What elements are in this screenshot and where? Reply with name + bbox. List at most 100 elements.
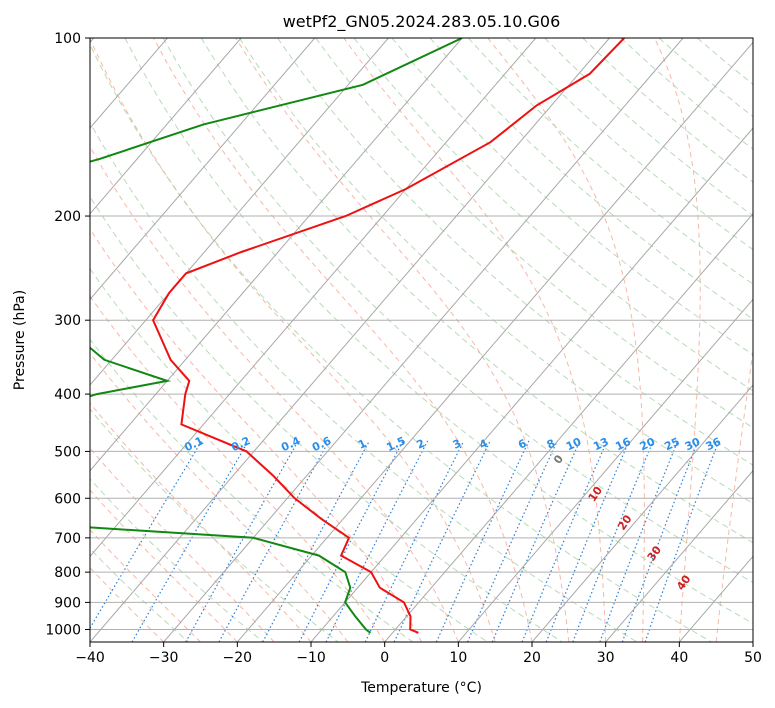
moist-adiabat [90, 402, 312, 642]
dry-adiabat [124, 38, 753, 624]
isotherm-gridline [310, 127, 753, 642]
dry-adiabat [277, 38, 753, 466]
x-tick-label: −20 [223, 650, 253, 666]
y-tick-label: 100 [54, 31, 81, 47]
isotherm-gridline [90, 38, 610, 642]
y-tick-label: 500 [54, 444, 81, 460]
curve-labels: -100-90-80-70-60-50-40-30-20-10010203040… [182, 434, 724, 593]
x-tick-label: 20 [523, 650, 541, 666]
moist-adiabat-label: 10 [586, 484, 606, 504]
mixing-ratio-label: 10 [564, 435, 584, 453]
moist-adiabat [90, 489, 238, 642]
dry-adiabat [391, 38, 753, 356]
x-axis-label: Temperature (°C) [360, 680, 482, 696]
mixing-ratio-line [185, 440, 299, 642]
mixing-ratio-lines [90, 440, 720, 642]
isotherm-gridline [531, 384, 753, 642]
mixing-ratio-line [131, 440, 250, 642]
mixing-ratio-line [364, 440, 465, 642]
mixing-ratio-label: 20 [638, 435, 658, 453]
mixing-ratio-label: 25 [662, 435, 681, 453]
isotherm-gridline [90, 38, 242, 215]
y-tick-label: 900 [54, 595, 81, 611]
mixing-ratio-line [90, 440, 203, 630]
moist-adiabat-label: 40 [674, 572, 694, 592]
x-tick-label: 50 [744, 650, 762, 666]
plot-frame [89, 37, 754, 643]
x-tick-label: 40 [670, 650, 688, 666]
dry-adiabat [658, 38, 753, 118]
dry-adiabat [353, 38, 753, 392]
isotherm-gridline [678, 555, 753, 642]
mixing-ratio-line [491, 440, 581, 642]
dry-adiabat [429, 38, 753, 320]
isotherm-gridline [90, 38, 389, 386]
moist-adiabat [90, 145, 459, 642]
y-tick-label: 300 [54, 313, 81, 329]
isotherm-gridline [384, 212, 753, 642]
dry-adiabat [696, 38, 753, 86]
moist-adiabat [752, 638, 753, 642]
mixing-ratio-label: 16 [613, 435, 633, 453]
moist-adiabat [90, 38, 496, 642]
mixing-ratio-line [644, 440, 720, 642]
moist-adiabat-label: 0 [551, 452, 566, 466]
mixing-ratio-label: 2 [415, 437, 427, 452]
plot-area: -100-90-80-70-60-50-40-30-20-10010203040… [90, 38, 753, 642]
mixing-ratio-line [466, 440, 558, 642]
x-tick-label: 0 [380, 650, 389, 666]
isotherm-gridline [236, 41, 753, 642]
mixing-ratio-label: 30 [683, 435, 703, 453]
data-series [90, 38, 625, 634]
dry-adiabat [90, 478, 264, 642]
isotherm-gridline [90, 38, 463, 472]
dry-adiabat [162, 38, 753, 584]
isotherm-gridline [457, 298, 753, 642]
dry-adiabats [90, 38, 753, 642]
isotherm-gridline [163, 38, 684, 642]
isotherm-gridline [605, 469, 753, 642]
chart-title: wetPf2_GN05.2024.283.05.10.G06 [283, 12, 561, 32]
x-tick-label: −40 [75, 650, 105, 666]
dry-adiabat [90, 195, 563, 642]
dry-adiabat [467, 38, 753, 285]
isotherm-gridline [90, 38, 537, 558]
y-tick-label: 800 [54, 565, 81, 581]
isotherm-gridline [752, 641, 753, 642]
mixing-ratio-line [262, 440, 370, 642]
x-tick-label: −30 [149, 650, 179, 666]
x-tick-label: −10 [296, 650, 326, 666]
mixing-ratio-line [325, 440, 429, 642]
y-axis-label: Pressure (hPa) [12, 290, 28, 390]
dry-adiabat [506, 38, 753, 251]
x-axis-ticks: −40 −30 −20 −10 0 10 20 30 40 50 [75, 642, 762, 666]
moist-adiabat-label: 30 [645, 543, 665, 563]
mixing-ratio-label: 3 [451, 437, 463, 452]
moist-adiabat [343, 38, 607, 642]
dry-adiabat [90, 408, 339, 642]
dry-adiabat [90, 43, 712, 642]
temperature-line [151, 38, 625, 634]
mixing-ratio-line [621, 440, 699, 642]
dewpoint-line [90, 38, 463, 634]
y-tick-label: 400 [54, 387, 81, 403]
y-tick-label: 200 [54, 209, 81, 225]
mixing-ratio-line [218, 440, 330, 642]
dry-adiabat [90, 338, 414, 642]
mixing-ratio-label: 13 [591, 435, 610, 453]
moist-adiabat [153, 38, 533, 642]
grid-lines [90, 38, 753, 642]
isotherm-gridline [90, 38, 316, 301]
moist-adiabat [90, 447, 275, 642]
moist-adiabat [90, 352, 349, 642]
x-tick-label: 30 [597, 650, 615, 666]
dry-adiabat [200, 38, 753, 544]
dry-adiabat [90, 267, 488, 642]
y-axis-ticks: 100 200 300 400 500 600 700 800 900 1000 [45, 31, 90, 638]
mixing-ratio-label: 36 [704, 435, 724, 453]
moist-adiabat [90, 295, 386, 642]
y-tick-label: 700 [54, 531, 81, 547]
dry-adiabat [238, 38, 753, 505]
mixing-ratio-line [572, 440, 654, 642]
